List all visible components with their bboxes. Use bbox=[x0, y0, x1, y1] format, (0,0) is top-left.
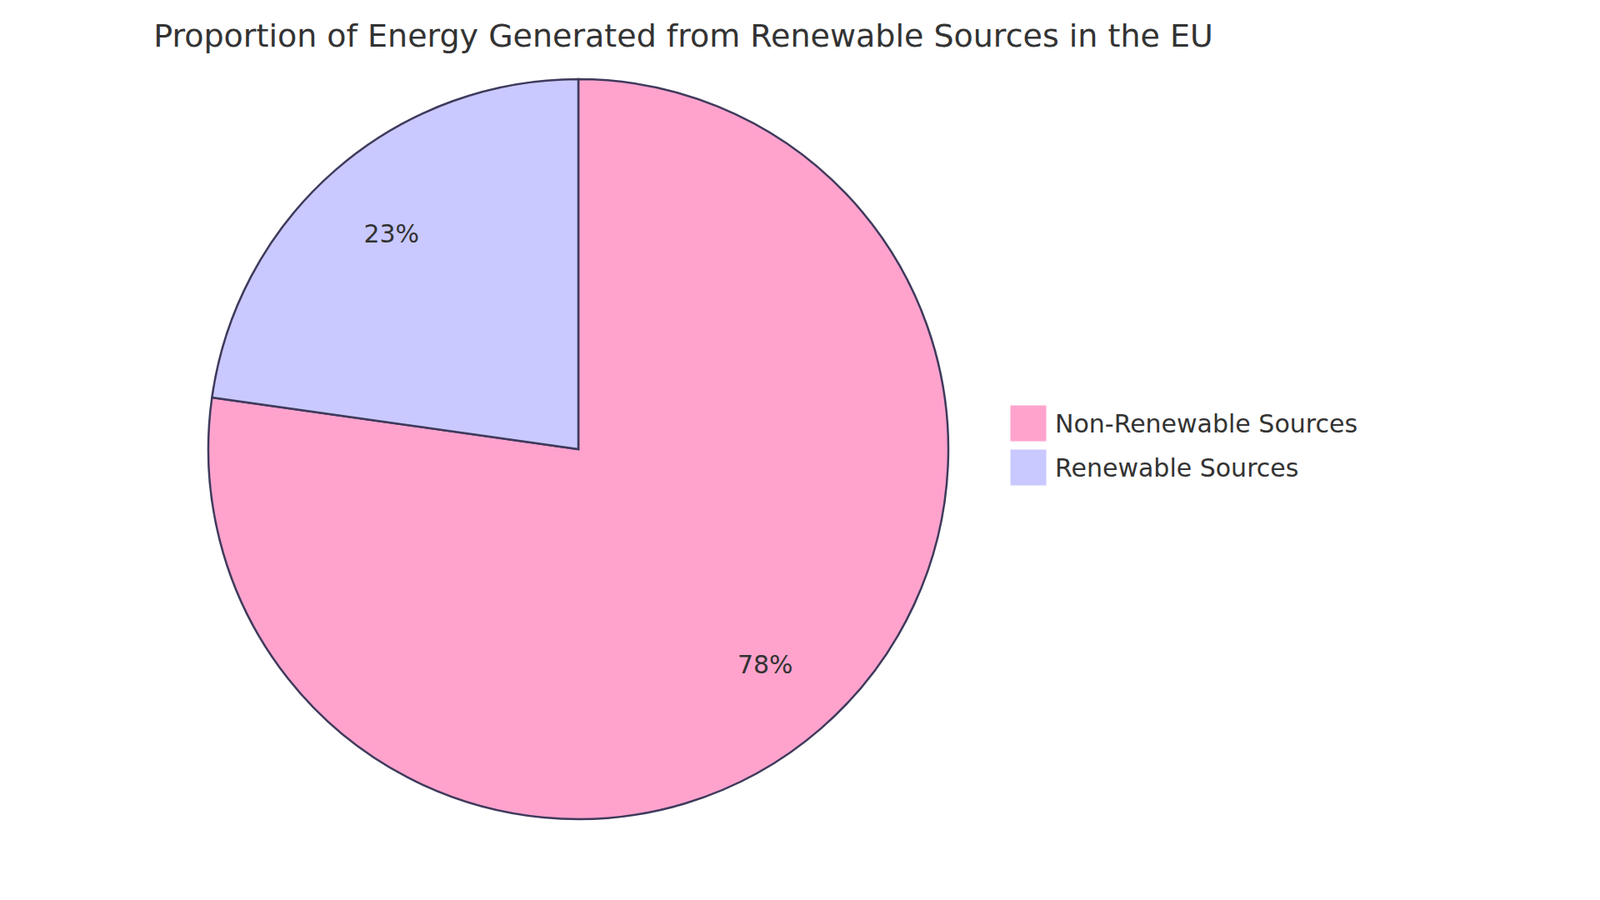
title: Proportion of Energy Generated from Rene… bbox=[153, 17, 1214, 55]
legend-swatch bbox=[1010, 449, 1047, 486]
pie bbox=[208, 79, 949, 820]
slice bbox=[208, 79, 949, 820]
legend-swatch bbox=[1010, 405, 1047, 442]
legend-label: Renewable Sources bbox=[1055, 453, 1299, 483]
data-label: 78% bbox=[737, 650, 794, 680]
legend-label: Non-Renewable Sources bbox=[1055, 409, 1358, 439]
legend: Non-Renewable Sources Renewable Sources bbox=[1010, 405, 1358, 486]
chart: Proportion of Energy Generated from Rene… bbox=[0, 0, 1600, 900]
data-label: 23% bbox=[363, 219, 420, 249]
data-labels: 78% 23% bbox=[363, 219, 793, 679]
slice bbox=[211, 79, 579, 450]
